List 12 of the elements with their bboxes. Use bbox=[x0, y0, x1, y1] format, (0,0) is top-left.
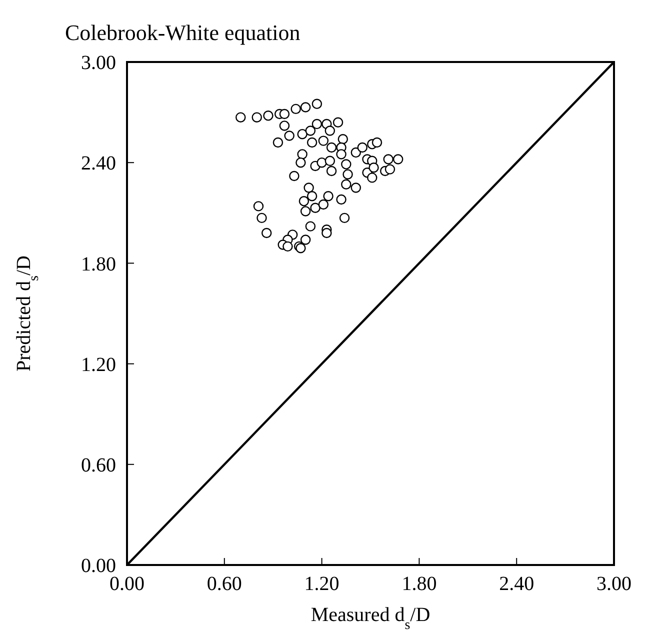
x-tick-label: 3.00 bbox=[596, 573, 632, 596]
x-axis-title: Measured d$_{s}$/D bbox=[310, 604, 430, 632]
y-tick-label: 1.80 bbox=[81, 253, 116, 276]
chart-title: Colebrook-White equation bbox=[65, 20, 300, 46]
x-tick-label: 0.60 bbox=[206, 573, 242, 596]
x-tick-label: 1.80 bbox=[402, 573, 437, 596]
y-tick-label: 2.40 bbox=[81, 152, 116, 175]
x-tick-label: 2.40 bbox=[499, 573, 534, 596]
y-tick-label: 3.00 bbox=[81, 52, 116, 74]
y-tick-label: 1.20 bbox=[81, 354, 116, 376]
y-tick-label: 0.60 bbox=[81, 454, 116, 476]
x-tick-label: 1.20 bbox=[304, 573, 340, 596]
